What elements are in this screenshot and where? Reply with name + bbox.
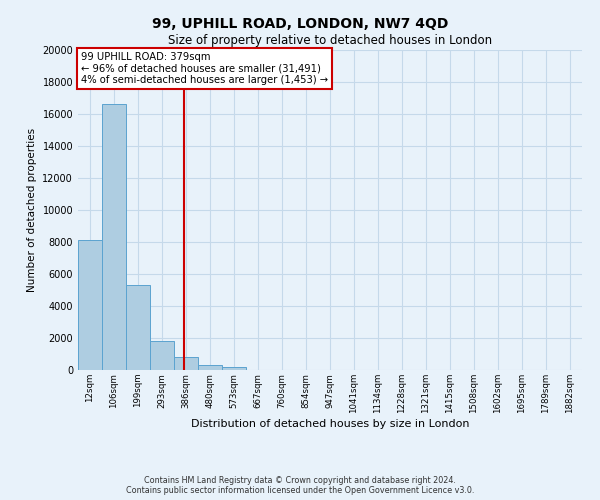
Bar [222,367,246,370]
Bar [126,285,150,370]
X-axis label: Distribution of detached houses by size in London: Distribution of detached houses by size … [191,418,469,428]
Text: Contains HM Land Registry data © Crown copyright and database right 2024.
Contai: Contains HM Land Registry data © Crown c… [126,476,474,495]
Bar [78,240,102,370]
Bar [150,341,174,370]
Text: 99, UPHILL ROAD, LONDON, NW7 4QD: 99, UPHILL ROAD, LONDON, NW7 4QD [152,18,448,32]
Text: 99 UPHILL ROAD: 379sqm
← 96% of detached houses are smaller (31,491)
4% of semi-: 99 UPHILL ROAD: 379sqm ← 96% of detached… [80,52,328,85]
Title: Size of property relative to detached houses in London: Size of property relative to detached ho… [168,34,492,48]
Bar [102,104,126,370]
Y-axis label: Number of detached properties: Number of detached properties [27,128,37,292]
Bar [198,365,222,370]
Bar [174,357,198,370]
